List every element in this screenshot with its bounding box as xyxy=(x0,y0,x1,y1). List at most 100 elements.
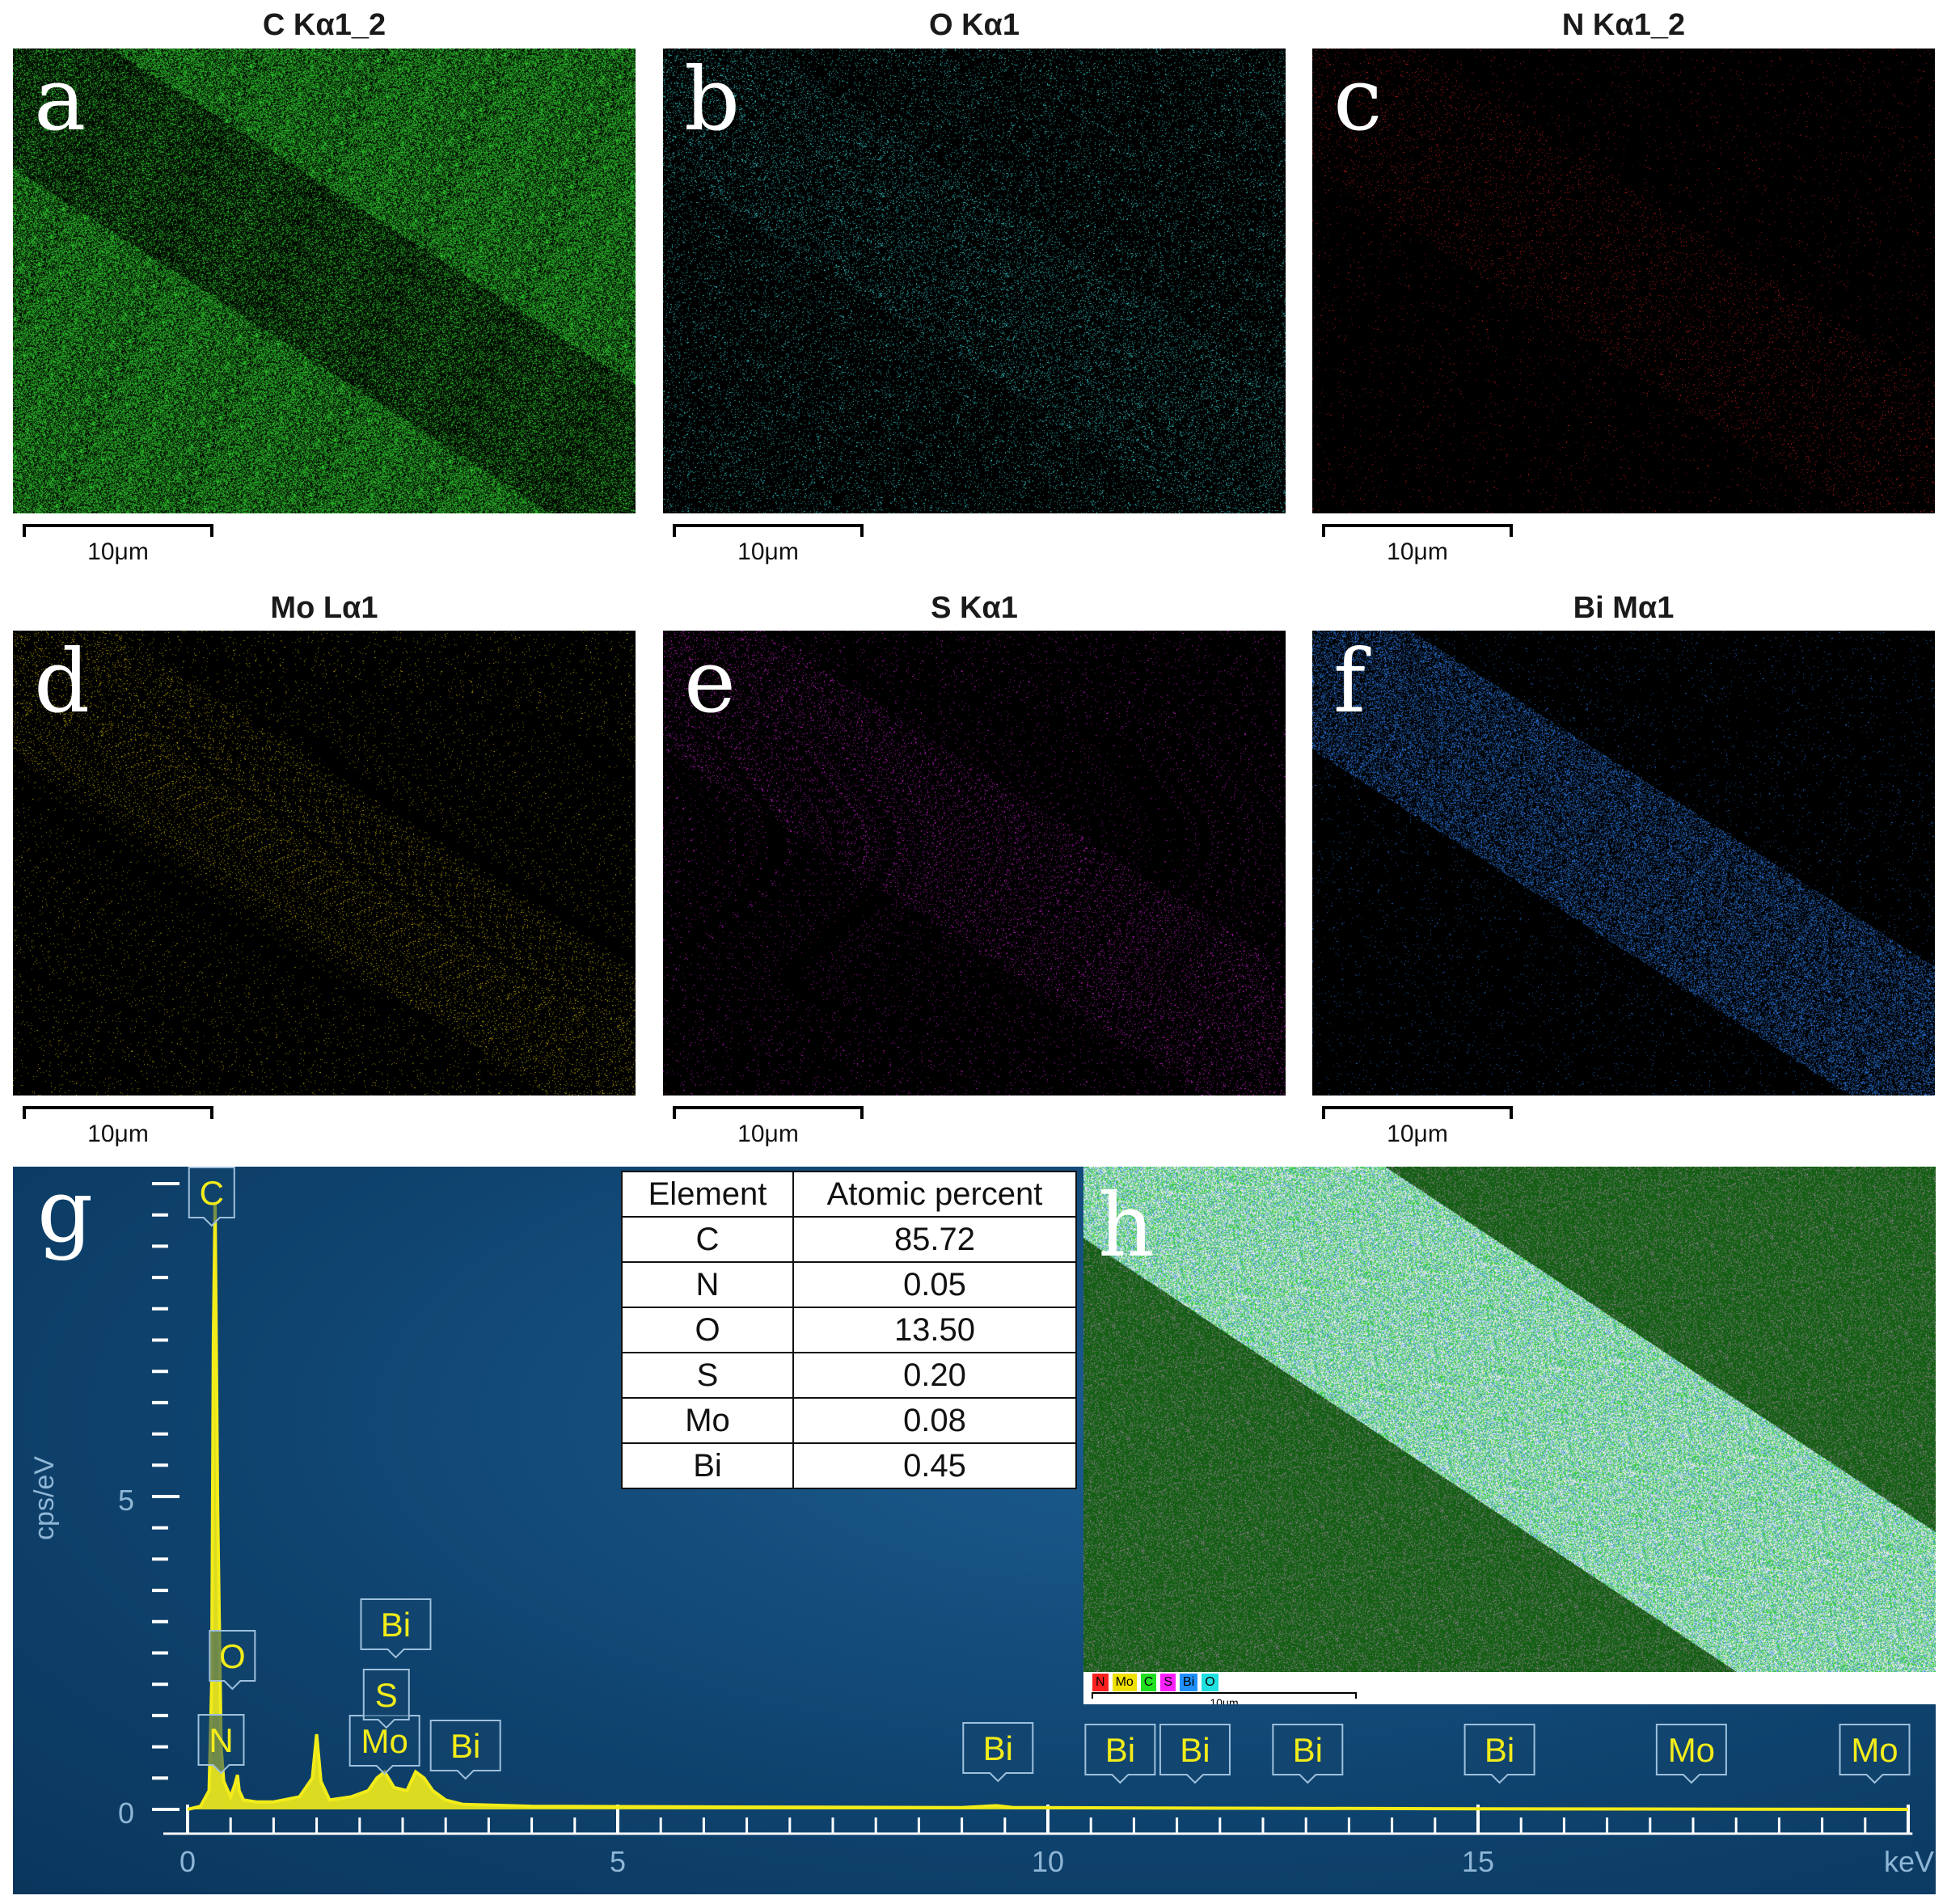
table-cell-element: C xyxy=(621,1216,794,1263)
x-tick-label-15: 15 xyxy=(1462,1845,1494,1878)
scalebar-label-b: 10μm xyxy=(737,538,799,565)
overlay-scalebar: 10μm xyxy=(1092,1692,1358,1704)
eds-map-c: c xyxy=(1312,49,1935,513)
table-header-row: Element Atomic percent xyxy=(621,1171,1077,1218)
peak-label-text: Bi xyxy=(450,1727,480,1765)
y-tick-label-5: 5 xyxy=(118,1484,134,1517)
peak-label: Bi xyxy=(962,1722,1034,1783)
table-row: O 13.50 xyxy=(621,1307,1077,1353)
peak-label-text: Mo xyxy=(361,1722,408,1760)
map-title-c: N Kα1_2 xyxy=(1561,8,1686,42)
scalebar-b: 10μm xyxy=(673,517,867,582)
scalebar-c: 10μm xyxy=(1322,517,1516,582)
legend-chip: O xyxy=(1201,1673,1219,1692)
table-cell-value: 0.45 xyxy=(792,1442,1077,1489)
map-canvas-b xyxy=(663,49,1286,513)
scalebar-label-a: 10μm xyxy=(87,538,149,565)
table-row: S 0.20 xyxy=(621,1352,1077,1399)
table-cell-value: 0.05 xyxy=(792,1261,1077,1308)
table-row: N 0.05 xyxy=(621,1261,1077,1308)
y-axis-label: cps/eV xyxy=(29,1456,60,1540)
table-cell-element: O xyxy=(621,1307,794,1353)
scalebar-a: 10μm xyxy=(23,517,217,582)
peak-label: S xyxy=(362,1669,410,1729)
table-cell-element: Bi xyxy=(621,1442,794,1489)
legend-chip: Mo xyxy=(1111,1673,1138,1692)
peak-label: Mo xyxy=(348,1715,420,1775)
scalebar-d: 10μm xyxy=(23,1100,217,1164)
table-row: Mo 0.08 xyxy=(621,1397,1077,1444)
table-row: Bi 0.45 xyxy=(621,1442,1077,1489)
peak-label-text: C xyxy=(200,1174,224,1212)
x-tick-label-5: 5 xyxy=(610,1845,626,1878)
panel-letter-f: f xyxy=(1333,631,1366,732)
x-tick-label-0: 0 xyxy=(179,1845,196,1878)
peak-label: Mo xyxy=(1655,1724,1727,1784)
scalebar-label-d: 10μm xyxy=(87,1121,149,1147)
scalebar-e: 10μm xyxy=(673,1100,867,1164)
map-title-b: O Kα1 xyxy=(928,8,1020,42)
scalebar-label-c: 10μm xyxy=(1387,538,1448,565)
table-header-element: Element xyxy=(621,1171,794,1218)
map-title-e: S Kα1 xyxy=(931,591,1018,625)
eds-map-b: b xyxy=(663,49,1286,513)
table-header-atomic-percent: Atomic percent xyxy=(792,1171,1077,1218)
x-axis-unit: keV xyxy=(1884,1845,1934,1878)
panel-letter-g: g xyxy=(37,1167,94,1262)
legend-chip: N xyxy=(1092,1673,1109,1692)
peak-label: Bi xyxy=(1272,1724,1344,1784)
peak-label: Bi xyxy=(1159,1724,1231,1784)
scalebar-label-f: 10μm xyxy=(1387,1121,1448,1147)
panel-letter-b: b xyxy=(684,49,741,150)
peak-label: C xyxy=(188,1167,235,1227)
spectrum-line xyxy=(187,1202,1909,1811)
peak-label: Bi xyxy=(360,1598,432,1659)
panel-letter-c: c xyxy=(1333,49,1383,150)
map-canvas-c xyxy=(1312,49,1935,513)
eds-map-d: d xyxy=(13,631,636,1096)
peak-label-text: Mo xyxy=(1851,1731,1898,1769)
peak-label-text: Bi xyxy=(1485,1731,1514,1769)
table-cell-value: 0.08 xyxy=(792,1397,1077,1444)
eds-map-e: e xyxy=(663,631,1286,1096)
scalebar-label-e: 10μm xyxy=(737,1121,799,1147)
table-cell-element: Mo xyxy=(621,1397,794,1444)
legend-chip: Bi xyxy=(1179,1673,1199,1692)
peak-label: Bi xyxy=(429,1720,501,1780)
peak-label-text: Bi xyxy=(983,1729,1013,1767)
peak-label-text: Bi xyxy=(1180,1731,1210,1769)
table-cell-value: 85.72 xyxy=(792,1216,1077,1263)
panel-letter-e: e xyxy=(684,631,736,732)
peak-label: Mo xyxy=(1839,1724,1911,1784)
eds-map-a: a xyxy=(13,49,636,513)
map-title-a: C Kα1_2 xyxy=(262,8,386,42)
peak-label: Bi xyxy=(1463,1724,1535,1784)
map-canvas-a xyxy=(13,49,636,513)
map-canvas-e xyxy=(663,631,1286,1096)
peak-label-text: Bi xyxy=(1105,1731,1135,1769)
peak-label-text: Bi xyxy=(381,1606,411,1644)
peak-label-text: Bi xyxy=(1293,1731,1323,1769)
eds-map-f: f xyxy=(1312,631,1935,1096)
peak-label-text: Mo xyxy=(1668,1731,1715,1769)
eds-overlay-map: h N Mo C S Bi O 10μm xyxy=(1083,1167,1936,1704)
y-tick-label-0: 0 xyxy=(118,1796,134,1830)
overlay-legend: N Mo C S Bi O xyxy=(1092,1673,1219,1692)
table-cell-element: N xyxy=(621,1261,794,1308)
scalebar-f: 10μm xyxy=(1322,1100,1516,1164)
map-title-d: Mo Lα1 xyxy=(270,591,378,625)
legend-chip: C xyxy=(1139,1673,1158,1692)
panel-letter-a: a xyxy=(34,49,87,150)
x-tick-label-10: 10 xyxy=(1032,1845,1064,1878)
peak-label-text: O xyxy=(219,1637,246,1675)
table-row: C 85.72 xyxy=(621,1216,1077,1263)
panel-letter-h: h xyxy=(1098,1176,1155,1277)
legend-chip: S xyxy=(1159,1673,1177,1692)
composition-table: Element Atomic percent C 85.72 N 0.05 O 13.… xyxy=(621,1171,1077,1489)
table-cell-value: 0.20 xyxy=(792,1352,1077,1399)
peak-label-text: S xyxy=(375,1676,398,1714)
peak-label: N xyxy=(197,1714,245,1775)
peak-label: Bi xyxy=(1084,1724,1156,1784)
map-title-f: Bi Mα1 xyxy=(1573,591,1675,625)
